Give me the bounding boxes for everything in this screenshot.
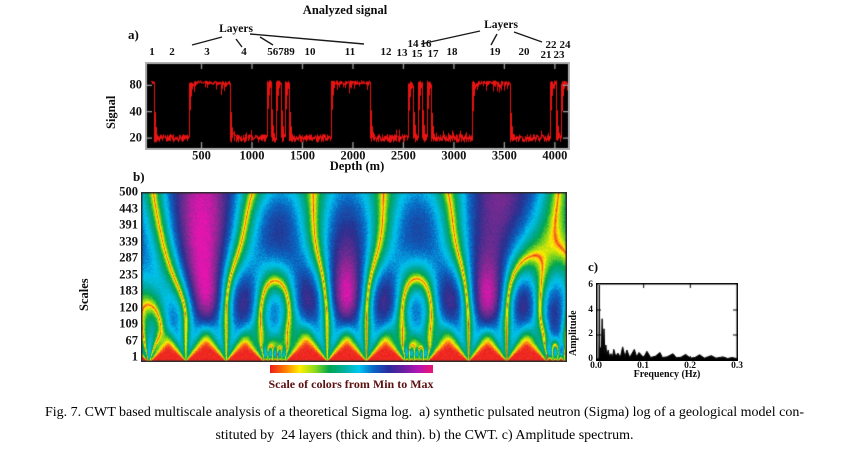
layer-number: 22 [545,39,557,51]
depth-tick-label: 2000 [340,148,366,163]
amplitude-tick-label: 6 [588,280,593,290]
layers-pointer-line [490,33,498,46]
depth-tick-label: 4000 [542,148,568,163]
panel-a-signal-plot [145,62,570,150]
amplitude-tick-label: 4 [588,304,593,315]
layer-number: 2 [169,46,175,58]
signal-tick-label: 80 [129,77,143,92]
depth-tick-label: 500 [192,148,211,163]
scales-tick-label: 500 [119,184,138,199]
scales-axis-label: Scales [77,278,91,311]
layer-number: 56789 [267,46,295,58]
signal-tick-label: 40 [129,104,143,119]
panel-b-label: b) [133,169,145,184]
signal-axis-label: Signal [104,95,118,129]
panel-c-label: c) [588,259,599,274]
caption-line-2: stituted by 24 layers (thick and thin). … [215,428,634,443]
layers-annotation-label: Layers [484,19,518,31]
frequency-tick-label: 0.1 [637,361,649,371]
frequency-tick-label: 0.2 [684,361,696,371]
depth-tick-label: 2500 [390,148,416,163]
amplitude-tick-label: 2 [588,329,593,340]
layer-number: 3 [204,46,210,58]
amplitude-axis-label: Amplitude [568,310,579,356]
layer-number: 10 [304,46,316,58]
colorbar [270,365,433,373]
scales-tick-label: 339 [119,234,138,248]
caption-line-1: Fig. 7. CWT based multiscale analysis of… [44,405,805,420]
scales-tick-label: 391 [119,217,138,232]
layers-pointer-line [513,31,543,43]
depth-tick-label: 1000 [239,148,265,163]
panel-a-label: a) [128,27,139,42]
frequency-axis-label: Frequency (Hz) [633,369,701,380]
layer-number: 18 [446,46,458,58]
scales-tick-label: 183 [119,283,138,298]
scales-tick-label: 1 [131,349,138,364]
figure-title: Analyzed signal [302,3,388,17]
layer-number: 15 [411,48,423,60]
depth-tick-label: 3500 [491,148,517,163]
layer-number: 20 [518,46,530,58]
layer-number: 4 [241,46,247,58]
layers-pointer-line [259,36,274,46]
depth-tick-label: 3000 [441,148,467,163]
scales-tick-label: 443 [119,201,138,215]
layer-number: 13 [396,47,408,59]
layers-pointer-line [249,33,365,45]
layers-pointer-line [191,36,223,46]
layer-number: 16 [420,38,432,50]
amplitude-tick-label: 0 [588,354,593,364]
layer-number: 24 [559,39,571,51]
layer-number: 12 [380,46,392,58]
layer-number: 1 [149,46,155,58]
signal-tick-label: 20 [129,130,143,145]
colorbar-label: Scale of colors from Min to Max [268,377,434,391]
layer-number: 21 [540,49,552,61]
layer-number: 14 [407,38,419,50]
layer-number: 23 [553,49,565,61]
frequency-tick-label: 0.3 [731,361,743,371]
frequency-tick-label: 0.0 [590,361,602,371]
depth-axis-label: Depth (m) [329,159,385,173]
depth-tick-label: 1500 [289,148,315,163]
layer-number: 17 [427,48,439,60]
scales-tick-label: 235 [119,267,138,281]
layers-annotation-label: Layers [219,23,253,35]
scales-tick-label: 120 [119,300,138,314]
scales-tick-label: 67 [125,333,139,347]
layer-number: 19 [489,46,501,58]
panel-b-cwt-scalogram [141,192,567,362]
panel-c-amplitude-spectrum [596,283,738,361]
scales-tick-label: 287 [119,250,138,265]
scales-tick-label: 109 [119,316,138,331]
layer-number: 11 [344,46,356,58]
